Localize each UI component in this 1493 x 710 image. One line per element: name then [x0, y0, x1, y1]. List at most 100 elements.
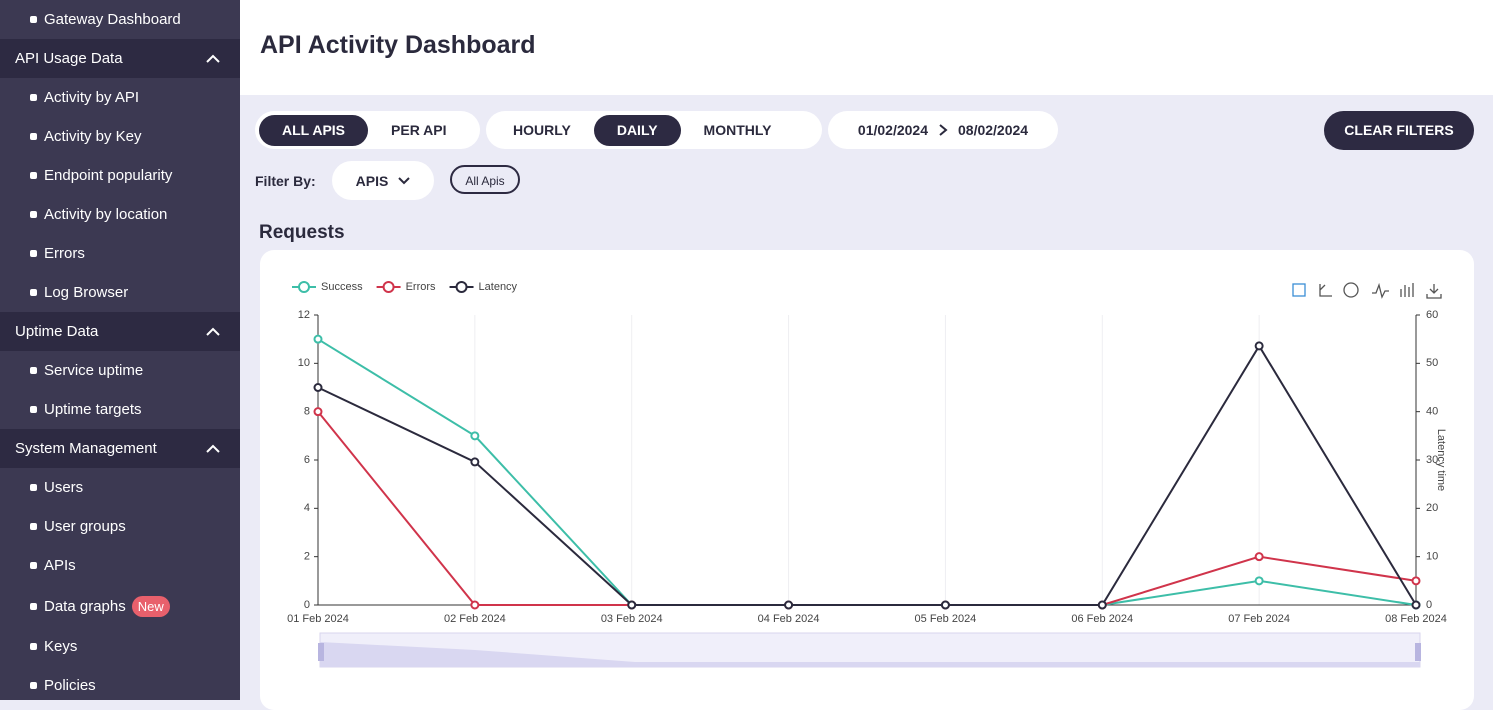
nav-item[interactable]: Uptime targets	[0, 390, 240, 429]
new-badge: New	[131, 595, 170, 617]
nav-icon	[30, 367, 37, 374]
filter-chip[interactable]: All Apis	[450, 165, 520, 194]
series-line	[317, 338, 1417, 606]
chart-card: 01 Feb 2024 02 Feb 2024 03 Feb 2024 04 Feb …	[260, 250, 1474, 710]
data-zoom	[318, 632, 1421, 668]
nav-item[interactable]: APIs	[0, 546, 240, 585]
series-line	[317, 344, 1417, 606]
data-point	[1411, 600, 1421, 610]
sidebar: Gateway Dashboard API Usage Data Activity …	[0, 0, 240, 700]
x-tick-label: 01 Feb 2024	[287, 613, 349, 625]
nav-item-label: APIs	[44, 557, 76, 574]
nav-item[interactable]: Keys	[0, 627, 240, 666]
chart-title: Requests	[259, 222, 345, 243]
x-tick-label: 02 Feb 2024	[444, 613, 506, 625]
scope-option[interactable]: ALL APIS	[259, 114, 369, 146]
data-point	[784, 600, 794, 610]
data-point	[1254, 341, 1264, 351]
header: API Activity Dashboard	[240, 0, 1493, 95]
bar-icon[interactable]	[1400, 283, 1414, 297]
data-point	[940, 600, 950, 610]
data-point	[313, 383, 323, 392]
interval-option[interactable]: MONTHLY	[703, 121, 772, 138]
nav-icon	[30, 289, 37, 296]
clear-filters-button[interactable]: CLEAR FILTERS	[1324, 111, 1474, 150]
data-point	[470, 457, 480, 467]
download-icon[interactable]	[1426, 284, 1442, 299]
chevron-icon	[398, 176, 411, 184]
nav-item[interactable]: Activity by API	[0, 78, 240, 117]
data-point	[627, 600, 637, 610]
nav-icon	[30, 133, 37, 140]
scope-option[interactable]: PER API	[391, 121, 447, 138]
nav-item-label: Log Browser	[44, 284, 129, 301]
nav-icon	[30, 643, 37, 650]
data-point	[313, 407, 323, 417]
nav-icon	[30, 16, 37, 23]
x-tick-label: 07 Feb 2024	[1228, 613, 1290, 625]
nav-icon	[30, 172, 37, 179]
legend-marker	[298, 281, 310, 293]
nav-item[interactable]: Gateway Dashboard	[0, 0, 240, 39]
nav-icon	[30, 94, 37, 101]
interval-option[interactable]: HOURLY	[513, 121, 571, 138]
date-range[interactable]: 01/02/2024 08/02/2024	[828, 111, 1058, 149]
nav-item[interactable]: Users	[0, 468, 240, 507]
legend-marker	[382, 281, 395, 293]
nav-item-label: Activity by Key	[44, 128, 142, 145]
y2-tick-label: 0	[1426, 599, 1432, 611]
nav-item-label: Policies	[44, 677, 96, 694]
restore-icon[interactable]	[1343, 282, 1359, 298]
y-tick-label: 12	[298, 309, 310, 321]
nav-item-label: Service uptime	[44, 362, 144, 379]
nav-item[interactable]: Errors	[0, 234, 240, 273]
nav-item-label: Errors	[44, 245, 85, 262]
collapse-icon	[206, 54, 220, 63]
collapse-icon	[206, 327, 220, 336]
zoom-icon[interactable]	[1292, 283, 1306, 297]
line-icon[interactable]	[1372, 282, 1389, 299]
nav-section[interactable]: Uptime Data	[0, 312, 240, 351]
nav-item[interactable]: User groups	[0, 507, 240, 546]
nav-section[interactable]: System Management	[0, 429, 240, 468]
y2-axis-label: Latency time	[1435, 429, 1447, 491]
nav-item-label: Uptime targets	[44, 401, 142, 418]
nav-item[interactable]: Endpoint popularity	[0, 156, 240, 195]
nav-item[interactable]: Service uptime	[0, 351, 240, 390]
nav-item[interactable]: Data graphs New	[0, 585, 240, 627]
nav-item[interactable]: Log Browser	[0, 273, 240, 312]
chart: 01 Feb 2024 02 Feb 2024 03 Feb 2024 04 Feb …	[287, 281, 1447, 668]
nav-item[interactable]: Activity by location	[0, 195, 240, 234]
nav-item-label: Keys	[44, 638, 78, 655]
page-title: API Activity Dashboard	[260, 31, 536, 59]
scope-toggle: ALL APIS PER API	[255, 111, 480, 149]
x-tick-label: 06 Feb 2024	[1071, 613, 1133, 625]
x-tick-label: 03 Feb 2024	[601, 613, 663, 625]
y2-tick-label: 50	[1426, 357, 1438, 369]
nav-icon	[30, 484, 37, 491]
y2-tick-label: 30	[1426, 454, 1438, 466]
nav-section-label: Uptime Data	[15, 323, 99, 340]
nav-icon	[30, 523, 37, 530]
date-from: 01/02/2024	[857, 122, 928, 138]
y-tick-label: 4	[304, 502, 310, 514]
nav-section[interactable]: API Usage Data	[0, 39, 240, 78]
data-point	[1254, 552, 1264, 562]
nav-item-label: Data graphs	[44, 597, 126, 615]
nav-icon	[30, 682, 37, 689]
nav-item[interactable]: Policies	[0, 666, 240, 705]
nav-item[interactable]: Activity by Key	[0, 117, 240, 156]
dropdown-label: APIS	[355, 172, 389, 189]
y2-tick-label: 10	[1426, 551, 1438, 563]
y-tick-label: 0	[304, 599, 310, 611]
nav-icon	[30, 562, 37, 569]
nav-item-label: Activity by location	[44, 206, 168, 223]
legend-label: Success	[321, 281, 363, 293]
legend-marker	[455, 281, 468, 293]
data-point	[1411, 576, 1421, 586]
interval-option[interactable]: DAILY	[593, 114, 681, 146]
y-tick-label: 6	[304, 454, 310, 466]
filter-dropdown[interactable]: APIS	[332, 161, 434, 200]
zoom-reset-icon[interactable]	[1319, 284, 1332, 297]
